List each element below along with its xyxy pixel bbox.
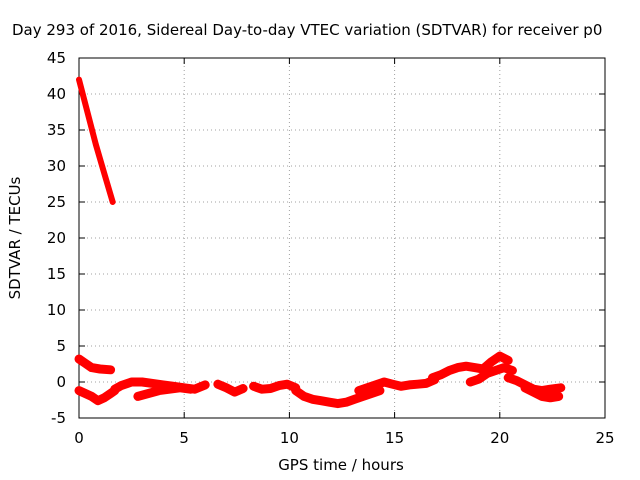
y-tick-label: 35 [47, 121, 66, 139]
series-segment-10 [428, 351, 513, 383]
y-tick-label: 5 [56, 337, 66, 355]
y-tick-label: 10 [47, 301, 66, 319]
x-tick-label: 5 [179, 429, 189, 447]
y-tick-label: 0 [56, 373, 66, 391]
x-tick-label: 25 [595, 429, 614, 447]
y-axis-title: SDTVAR / TECUs [6, 176, 24, 299]
y-tick-label: 40 [47, 85, 66, 103]
y-tick-label: 25 [47, 193, 66, 211]
x-axis-title: GPS time / hours [278, 456, 404, 474]
axis-ticks [78, 57, 606, 419]
series-segment-2 [74, 354, 116, 375]
data-series [74, 76, 566, 409]
grid-lines [79, 58, 605, 418]
series-segment-5 [133, 383, 195, 401]
y-tick-label: 45 [47, 49, 66, 67]
x-tick-label: 10 [280, 429, 299, 447]
series-segment-6 [213, 379, 248, 397]
y-tick-label: -5 [51, 409, 66, 427]
x-tick-label: 15 [385, 429, 404, 447]
series-segment-11 [465, 363, 517, 387]
x-tick-label: 20 [490, 429, 509, 447]
plot-frame [78, 57, 606, 419]
series-segment-8 [291, 386, 385, 409]
x-tick-label: 0 [74, 429, 84, 447]
series-segment-3 [74, 386, 120, 406]
y-tick-labels: -5 0 5 10 15 20 25 30 35 40 45 [47, 49, 66, 427]
x-tick-labels: 0 5 10 15 20 25 [74, 429, 614, 447]
series-segment-13 [520, 383, 564, 403]
y-tick-label: 20 [47, 229, 66, 247]
series-segment-9 [354, 375, 440, 396]
chart-title: Day 293 of 2016, Sidereal Day-to-day VTE… [12, 21, 602, 39]
y-tick-label: 15 [47, 265, 66, 283]
y-tick-label: 30 [47, 157, 66, 175]
series-segment-7 [249, 379, 301, 394]
series-segment-1 [76, 76, 116, 205]
